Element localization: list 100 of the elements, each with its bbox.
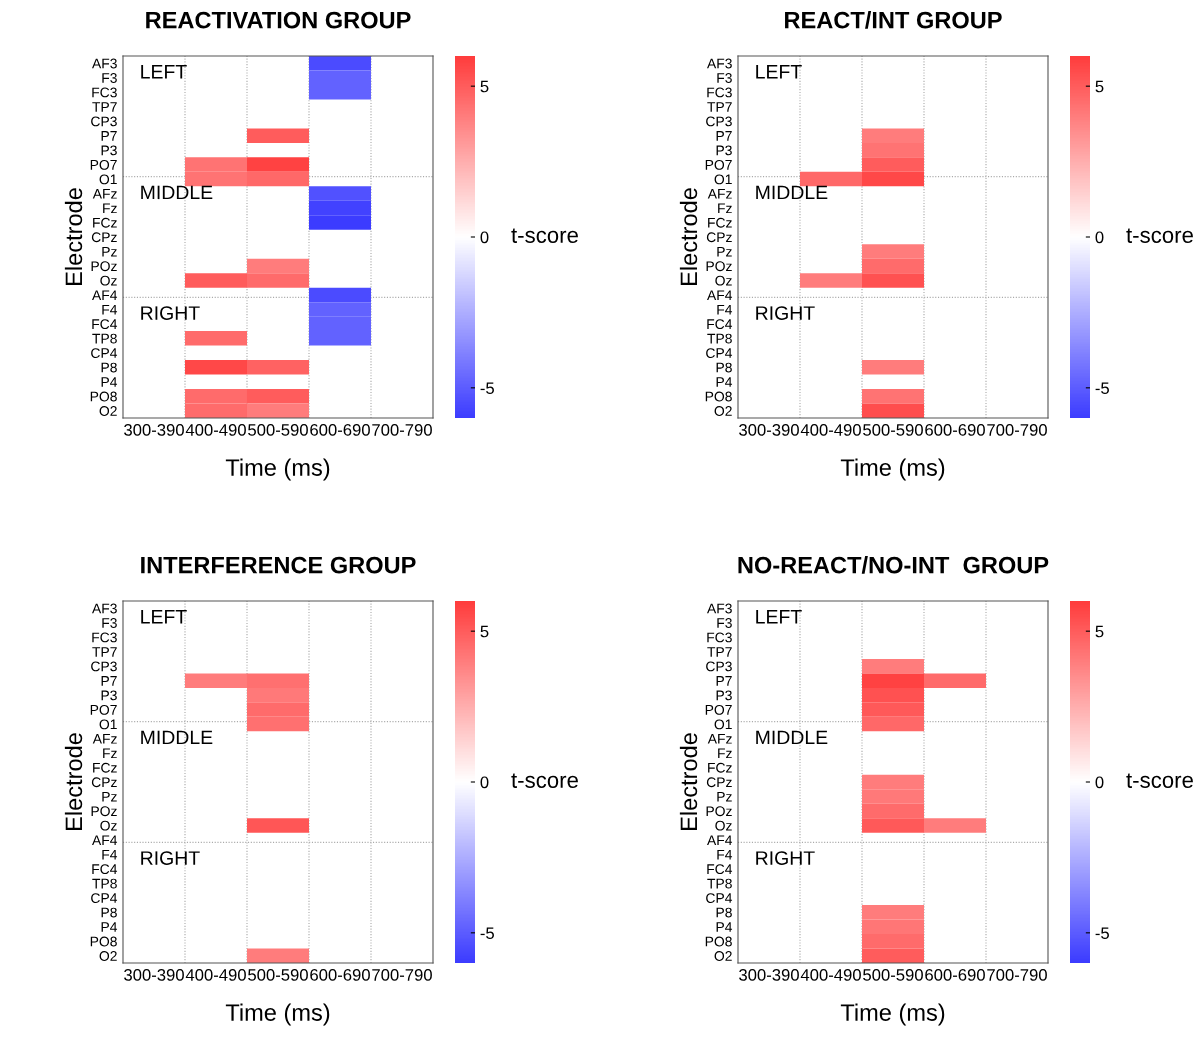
y-tick-label: F3 — [717, 73, 732, 83]
y-tick-label: AFz — [92, 189, 117, 199]
y-tick-label: F3 — [717, 618, 732, 628]
y-tick-label: TP8 — [707, 333, 732, 344]
annotation: RIGHT — [141, 851, 200, 865]
x-tick-label: 500-590 — [248, 969, 308, 981]
y-tick-label: P3 — [716, 145, 732, 156]
color-bar-label: 0 — [1095, 231, 1104, 244]
y-tick-label: POz — [706, 261, 732, 272]
y-tick-label: P7 — [716, 131, 732, 141]
y-tick-label: TP7 — [92, 102, 117, 112]
y-tick-label: O1 — [714, 719, 732, 730]
x-axis-title: Time (ms) — [840, 458, 945, 481]
x-tick-label: 300-390 — [124, 969, 184, 981]
y-tick-label: CP3 — [91, 116, 117, 127]
y-tick-label: CPz — [91, 777, 117, 788]
y-tick-label: F3 — [102, 618, 117, 628]
color-bar-label: 5 — [480, 80, 489, 93]
y-tick-label: P3 — [716, 690, 732, 701]
color-bar-title: t-score — [511, 228, 578, 243]
y-tick-label: O2 — [99, 951, 117, 961]
y-tick-label: POz — [706, 806, 732, 817]
y-tick-label: Pz — [717, 791, 732, 802]
y-tick-label: CPz — [91, 232, 117, 243]
y-tick-label: AF4 — [707, 835, 733, 845]
x-tick-label: 500-590 — [863, 969, 923, 981]
y-tick-label: P4 — [716, 377, 733, 387]
color-bar-title: t-score — [1126, 228, 1193, 243]
y-tick-label: Fz — [718, 203, 732, 214]
color-bar-label: 5 — [1095, 625, 1104, 638]
y-tick-label: P8 — [716, 907, 732, 918]
y-tick-label: AF3 — [707, 603, 732, 614]
y-tick-label: AFz — [92, 734, 117, 744]
y-axis-title: Electrode — [679, 733, 698, 830]
y-tick-label: O2 — [714, 406, 732, 416]
chart-title: REACT/INT GROUP — [785, 11, 1002, 29]
y-tick-label: Oz — [100, 275, 117, 286]
y-tick-label: F4 — [717, 849, 733, 860]
y-tick-label: PO7 — [90, 704, 117, 715]
x-tick-label: 400-490 — [800, 424, 861, 436]
y-tick-label: Oz — [100, 820, 117, 831]
color-bar-label: -5 — [1095, 382, 1109, 395]
color-bar-title: t-score — [1126, 773, 1193, 788]
x-tick-label: 600-690 — [925, 424, 985, 436]
y-tick-label: AF3 — [92, 603, 117, 614]
color-bar-label: -5 — [480, 927, 494, 940]
y-tick-label: FC4 — [92, 864, 118, 875]
y-tick-label: CP4 — [91, 893, 118, 904]
y-tick-label: FC3 — [92, 87, 117, 98]
annotation: MIDDLE — [141, 730, 213, 745]
color-bar-label: -5 — [480, 382, 494, 395]
y-tick-label: Oz — [715, 820, 732, 831]
x-tick-label: 600-690 — [925, 969, 985, 981]
y-tick-label: Fz — [103, 203, 117, 214]
y-tick-label: Pz — [717, 246, 732, 257]
color-bar-label: 5 — [1095, 80, 1104, 93]
y-tick-label: PO8 — [90, 936, 117, 947]
y-tick-label: AFz — [707, 189, 732, 199]
chart-title: REACTIVATION GROUP — [146, 11, 411, 29]
chart-title: INTERFERENCE GROUP — [141, 556, 416, 574]
x-tick-label: 300-390 — [739, 424, 799, 436]
y-tick-label: O1 — [99, 719, 117, 730]
color-bar-label: 5 — [480, 625, 489, 638]
y-tick-label: CP3 — [91, 661, 117, 672]
y-tick-label: P4 — [101, 377, 118, 387]
x-tick-label: 700-790 — [372, 969, 432, 981]
y-tick-label: F4 — [717, 304, 733, 315]
x-tick-label: 400-490 — [185, 969, 246, 981]
y-tick-label: P3 — [101, 690, 117, 701]
x-tick-label: 300-390 — [124, 424, 184, 436]
chart-title: NO-REACT/NO-INT GROUP — [738, 556, 1049, 574]
y-tick-label: FC4 — [707, 319, 733, 330]
y-tick-label: CP3 — [706, 661, 732, 672]
y-tick-label: Oz — [715, 275, 732, 286]
x-axis-title: Time (ms) — [225, 1003, 330, 1026]
x-tick-label: 600-690 — [310, 969, 370, 981]
y-tick-label: POz — [91, 806, 117, 817]
y-tick-label: Fz — [103, 748, 117, 759]
y-tick-label: FC4 — [707, 864, 733, 875]
y-tick-label: AF4 — [92, 835, 118, 845]
y-tick-label: O2 — [714, 951, 732, 961]
y-tick-label: P8 — [101, 362, 117, 373]
annotation: MIDDLE — [756, 730, 828, 745]
annotation: LEFT — [141, 610, 187, 624]
y-tick-label: FC3 — [707, 632, 732, 643]
y-tick-label: AF4 — [707, 290, 733, 300]
y-tick-label: PO8 — [705, 936, 732, 947]
y-tick-label: P8 — [716, 362, 732, 373]
y-tick-label: O1 — [99, 174, 117, 185]
y-tick-label: POz — [91, 261, 117, 272]
y-tick-label: TP7 — [707, 647, 732, 657]
y-tick-label: P7 — [101, 131, 117, 141]
annotation: RIGHT — [756, 851, 815, 865]
y-tick-label: FCz — [93, 762, 117, 773]
x-tick-label: 300-390 — [739, 969, 799, 981]
y-tick-label: PO7 — [705, 159, 732, 170]
y-tick-label: O2 — [99, 406, 117, 416]
x-axis-title: Time (ms) — [840, 1003, 945, 1026]
y-tick-label: AF3 — [707, 58, 732, 69]
y-tick-label: Fz — [718, 748, 732, 759]
